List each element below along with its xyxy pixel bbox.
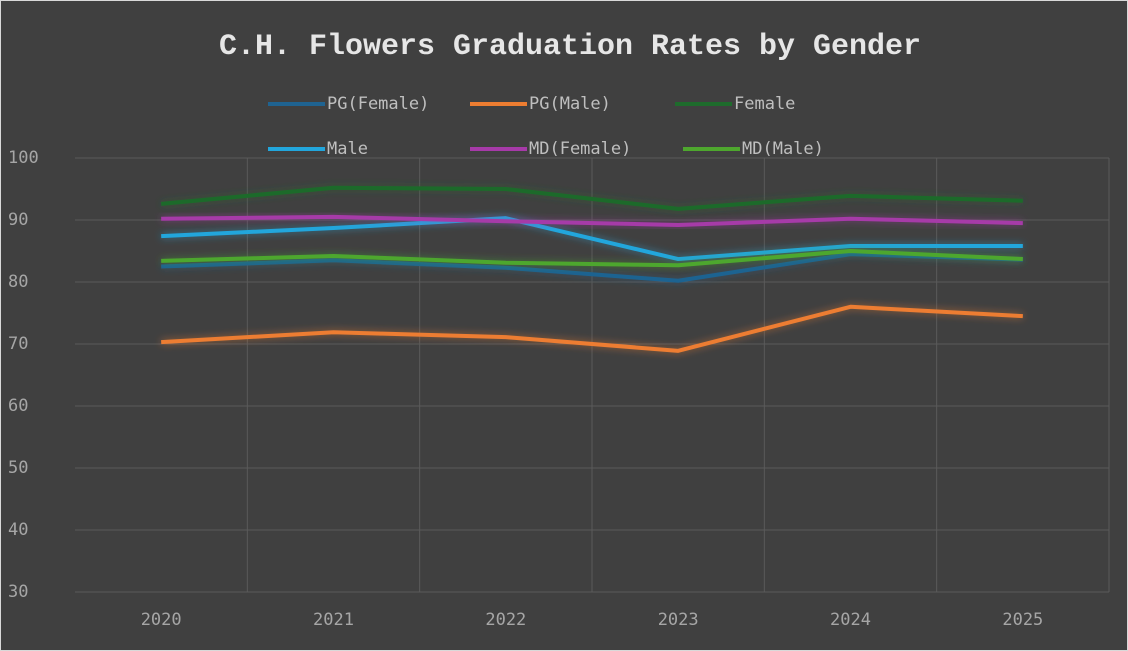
series-line	[161, 249, 1023, 268]
legend-label: PG(Male)	[529, 94, 611, 114]
x-tick-label: 2020	[141, 610, 182, 630]
y-tick-label: 40	[8, 520, 28, 540]
legend-label: Male	[327, 139, 368, 159]
legend-label: MD(Male)	[742, 139, 824, 159]
series-line	[161, 252, 1023, 283]
legend-label: Female	[734, 94, 795, 114]
y-tick-label: 70	[8, 334, 28, 354]
y-tick-label: 100	[8, 148, 39, 168]
legend-label: MD(Female)	[529, 139, 631, 159]
series-line	[160, 185, 1023, 211]
x-tick-label: 2023	[658, 610, 699, 630]
series-line	[161, 216, 1023, 262]
y-tick-label: 30	[8, 582, 28, 602]
legend-label: PG(Female)	[327, 94, 429, 114]
y-tick-label: 50	[8, 458, 28, 478]
x-tick-label: 2024	[830, 610, 871, 630]
y-tick-label: 60	[8, 396, 28, 416]
y-tick-label: 80	[8, 272, 28, 292]
x-tick-label: 2022	[485, 610, 526, 630]
chart-title: C.H. Flowers Graduation Rates by Gender	[219, 30, 921, 64]
series-line	[161, 214, 1023, 227]
x-tick-label: 2021	[313, 610, 354, 630]
y-tick-label: 90	[8, 210, 28, 230]
x-tick-label: 2025	[1002, 610, 1043, 630]
series-line	[161, 304, 1023, 353]
plot-area: 30 40 50 60 70 80 90 100 2020 2021 2022 2023 2024 202…	[8, 148, 1110, 630]
